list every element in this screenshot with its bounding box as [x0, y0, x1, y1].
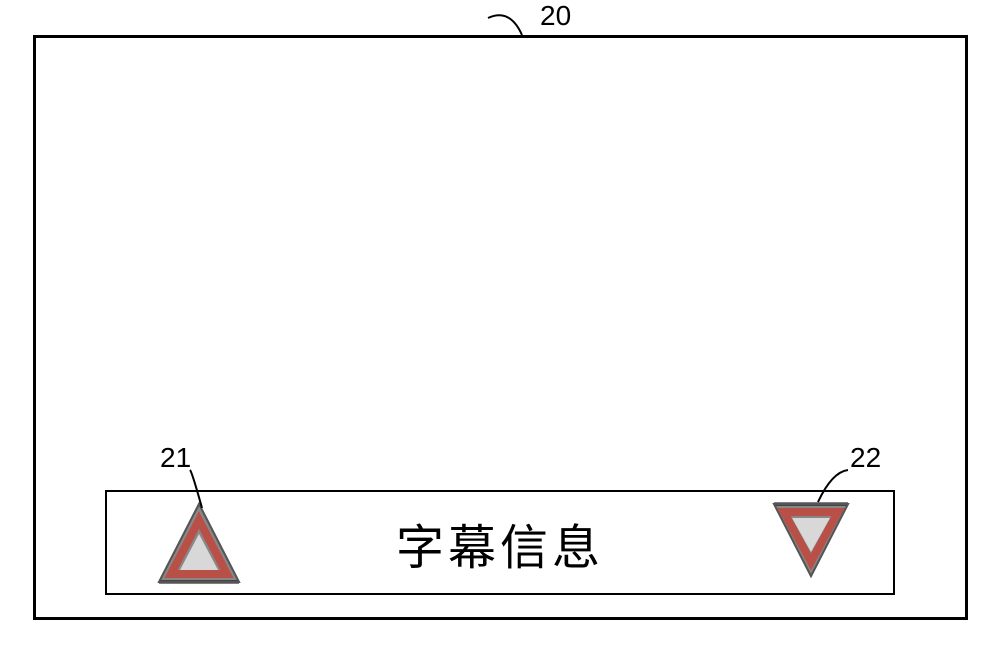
up-triangle-icon[interactable] — [155, 500, 243, 595]
frame-ref-label: 20 — [540, 0, 571, 32]
subtitle-text: 字幕信息 — [396, 508, 604, 578]
frame-leader — [488, 15, 522, 35]
down-ref-label: 22 — [850, 442, 881, 474]
up-ref-label: 21 — [160, 442, 191, 474]
down-triangle-icon[interactable] — [770, 498, 852, 587]
